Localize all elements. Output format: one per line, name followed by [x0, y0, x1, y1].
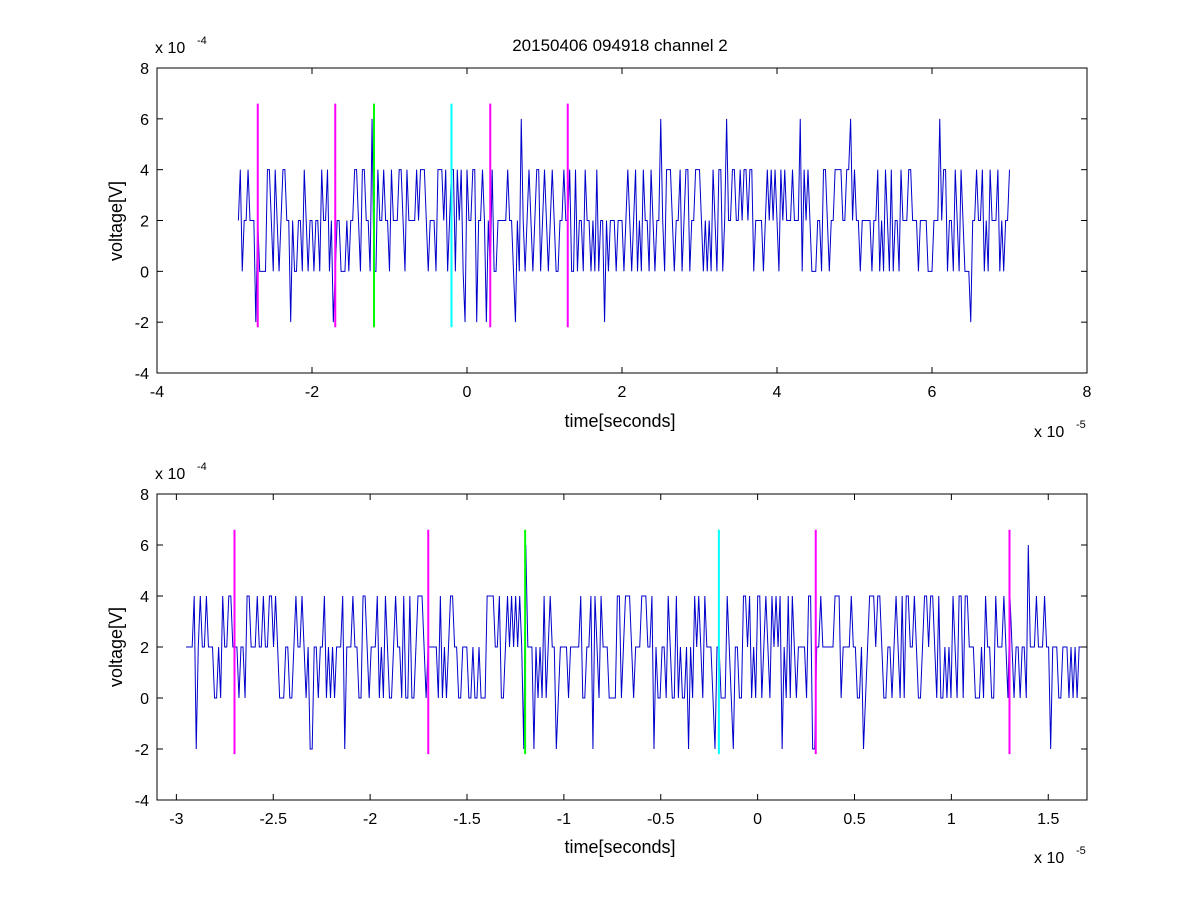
- y-tick-label: 0: [140, 691, 149, 708]
- x-tick-label: 0: [753, 811, 762, 828]
- x-tick-label: -2: [363, 811, 377, 828]
- chart-bottom: -3 -2.5 -2 -1.5 -1 -0.5 0 0.5 1 1.5 -4 -2 0 2 4 6 8 time…: [106, 461, 1088, 867]
- y-tick-label: -4: [135, 366, 149, 383]
- series-line-0: [237, 118, 1010, 323]
- y-exponent: -4: [197, 35, 207, 47]
- x-tick-label: 8: [1083, 384, 1092, 401]
- x-axis-label: time[seconds]: [564, 411, 675, 431]
- y-tick-label: 0: [140, 264, 149, 281]
- chart-top: 20150406 094918 channel 2 -4 -2 0 2 4 6 8 -4 -2 0…: [106, 35, 1092, 441]
- x-tick-label: -2.5: [259, 811, 287, 828]
- y-tick-label: 8: [140, 487, 149, 504]
- y-tick-label: 2: [140, 214, 149, 231]
- x-tick-label: 1.5: [1037, 811, 1059, 828]
- x-tick-label: -1.5: [453, 811, 481, 828]
- x-tick-label: 6: [928, 384, 937, 401]
- y-tick-label: 6: [140, 112, 149, 129]
- x-tick-label: -2: [305, 384, 319, 401]
- y-axis-label: voltage[V]: [106, 181, 126, 261]
- x-exponent: -5: [1076, 845, 1086, 857]
- x-exponent-label: x 10: [1034, 424, 1064, 441]
- x-exponent: -5: [1076, 419, 1086, 431]
- y-tick-label: -2: [135, 742, 149, 759]
- x-tick-label: -4: [150, 384, 164, 401]
- x-tick-label: 0: [463, 384, 472, 401]
- chart-title: 20150406 094918 channel 2: [512, 36, 728, 55]
- y-tick-label: 4: [140, 589, 149, 606]
- x-axis-label: time[seconds]: [564, 837, 675, 857]
- y-tick-label: -2: [135, 315, 149, 332]
- y-axis-label: voltage[V]: [106, 607, 126, 687]
- y-tick-label: 2: [140, 640, 149, 657]
- x-tick-label: 1: [947, 811, 956, 828]
- x-tick-label: 4: [773, 384, 782, 401]
- series-line-0: [186, 544, 1086, 750]
- y-tick-label: -4: [135, 793, 149, 810]
- y-tick-label: 8: [140, 61, 149, 78]
- x-tick-label: 0.5: [843, 811, 865, 828]
- plot-area-bottom: -3 -2.5 -2 -1.5 -1 -0.5 0 0.5 1 1.5 -4 -2 0 2 4 6 8: [135, 487, 1088, 828]
- x-tick-label: 2: [618, 384, 627, 401]
- x-tick-label: -1: [557, 811, 571, 828]
- plot-area-top: -4 -2 0 2 4 6 8 -4 -2 0 2 4 6 8: [135, 61, 1092, 401]
- y-exponent-label: x 10: [155, 466, 185, 483]
- y-exponent: -4: [197, 461, 207, 473]
- x-tick-label: -3: [169, 811, 183, 828]
- x-tick-label: -0.5: [647, 811, 675, 828]
- y-tick-label: 4: [140, 163, 149, 180]
- y-exponent-label: x 10: [155, 40, 185, 57]
- x-exponent-label: x 10: [1034, 850, 1064, 867]
- y-tick-label: 6: [140, 538, 149, 555]
